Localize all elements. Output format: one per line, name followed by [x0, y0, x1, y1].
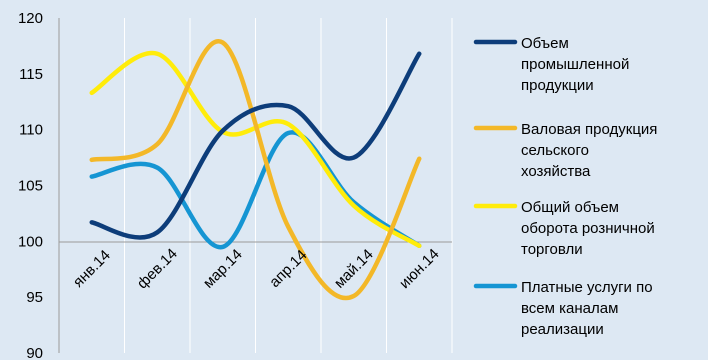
legend-label: сельского: [521, 142, 589, 159]
x-tick-label: янв.14: [70, 247, 114, 291]
x-tick-label: фев.14: [134, 245, 181, 292]
legend: Объем промышленной продукции Валовая продук…: [473, 35, 657, 338]
legend-label: Общий объем: [521, 199, 619, 216]
legend-label: реализации: [521, 321, 604, 338]
x-tick-label: июн.14: [396, 246, 443, 293]
legend-label: Платные услуги по: [521, 279, 653, 296]
y-tick-label: 115: [19, 66, 43, 83]
legend-label: Объем: [521, 35, 569, 52]
x-tick-label: май.14: [331, 246, 377, 292]
series-line-4: [89, 130, 422, 250]
legend-item: Валовая продукция сельского хозяйства: [473, 121, 657, 180]
legend-item: Объем промышленной продукции: [473, 35, 629, 94]
series-lines: [89, 39, 422, 301]
series-line-3: [89, 50, 422, 249]
y-tick-label: 120: [18, 10, 43, 27]
y-tick-label: 110: [19, 122, 43, 139]
legend-label: торговли: [521, 241, 583, 258]
series-line-1: [89, 51, 422, 240]
legend-item: Общий объем оборота розничной торговли: [473, 199, 655, 258]
y-tick-labels: 90 95 100 105 110 115 120: [18, 10, 43, 360]
legend-label: промышленной: [521, 56, 629, 73]
series-line-2: [89, 39, 422, 301]
y-tick-label: 105: [18, 178, 43, 195]
legend-label: продукции: [521, 77, 594, 94]
y-tick-label: 100: [18, 233, 43, 250]
legend-label: Валовая продукция: [521, 121, 657, 138]
legend-item: Платные услуги по всем каналам реализации: [473, 279, 653, 338]
y-tick-label: 90: [26, 345, 43, 360]
legend-label: хозяйства: [521, 163, 591, 180]
x-tick-label: апр.14: [266, 247, 310, 291]
legend-label: всем каналам: [521, 300, 618, 317]
y-tick-label: 95: [26, 289, 43, 306]
x-tick-label: мар.14: [200, 246, 246, 292]
legend-label: оборота розничной: [521, 220, 655, 237]
